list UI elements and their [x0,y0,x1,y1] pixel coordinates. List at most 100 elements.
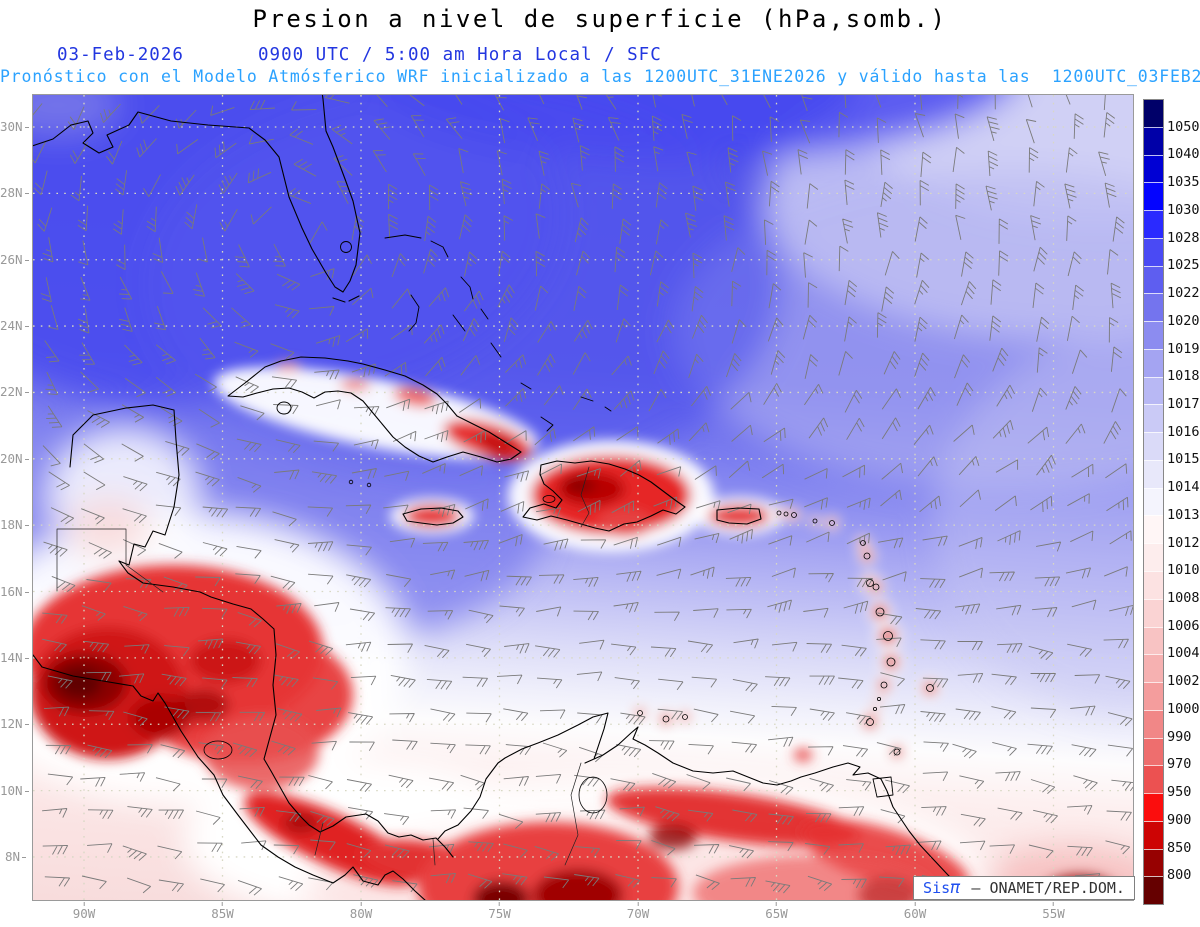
wind-barb [1031,387,1048,412]
wind-barb [353,406,380,417]
wind-barb [345,328,369,343]
wind-barb [237,476,262,493]
wind-barb [1065,567,1091,579]
wind-barb [1105,675,1131,690]
wind-barb [656,568,682,579]
wind-barb [920,151,932,178]
wind-barb [273,674,299,688]
wind-barb [384,813,410,826]
wind-barb [994,495,1017,511]
wind-barb [838,843,864,853]
wind-barb [81,875,107,890]
wind-barb [389,713,415,723]
wind-barb [654,611,680,622]
wind-barb [574,846,600,858]
wind-barb [770,350,786,375]
wind-barb [1032,607,1058,618]
wind-barb [430,742,456,754]
wind-barb [314,369,340,380]
wind-barb [459,398,482,413]
wind-barb [991,706,1017,720]
wind-barb [990,279,1002,305]
wind-barb [152,237,164,263]
colorbar-segment [1144,376,1163,405]
wind-barb [989,844,1015,854]
wind-barb [953,314,969,340]
wind-barb [763,219,774,245]
wind-barb [197,237,208,263]
wind-barb [542,742,568,758]
wind-barb [838,111,849,138]
wind-barb [77,205,89,232]
wind-barb [87,809,114,820]
wind-barb [847,577,873,588]
colorbar-label: 1004 [1167,645,1200,662]
wind-barb [48,471,70,491]
wind-barb [1033,246,1048,272]
wind-barb [731,319,747,344]
wind-barb [844,316,857,342]
wind-barb [576,95,588,110]
lat-label: 10N [0,783,26,798]
wind-barb [324,95,350,104]
wind-barb [690,566,715,579]
wind-barb [118,673,145,684]
lat-label: 30N [0,120,26,134]
wind-barb [119,276,133,300]
wind-barb [1107,712,1133,727]
lon-label: 75W [488,902,511,920]
wind-barb [914,316,928,342]
wind-barb [1108,317,1119,343]
wind-barb [876,117,887,143]
wind-barb [538,574,565,584]
wind-barb [842,464,866,478]
wind-barb [119,772,146,782]
wind-barb [723,215,735,241]
wind-barb [202,307,222,329]
lon-label: 65W [765,902,788,920]
wind-barb [392,739,418,751]
wind-barb [161,673,187,687]
colorbar-segment [1144,654,1163,683]
wind-barb [1072,284,1084,310]
wind-barb [957,672,984,683]
wind-barb [505,388,527,407]
wind-barb [923,741,949,752]
wind-barb [500,501,525,514]
coastline-jamaica [402,507,464,526]
pressure-map [32,94,1134,901]
wind-barb [115,170,128,196]
wind-barb [293,158,317,177]
wind-barb [1066,315,1080,341]
wind-barb [765,880,791,894]
wind-barb [428,287,450,307]
wind-barb [539,463,562,476]
wind-barb [1071,744,1097,758]
wind-barb [410,115,425,138]
wind-barb [156,471,181,487]
wind-barb [799,119,811,144]
wind-barb [1103,112,1116,138]
wind-barb [202,506,229,518]
wind-barb [1034,576,1061,587]
colorbar-segment [1144,626,1163,655]
wind-barb [236,438,262,453]
wind-barb [696,500,721,511]
wind-barb [160,744,186,759]
wind-barb [250,206,272,225]
colorbar-segment [1144,126,1163,155]
coastline-us-gulf-florida [33,95,361,293]
coastline-hispaniola [522,460,686,532]
wind-barb [235,641,261,655]
gonave-island [542,495,556,503]
wind-barb [956,382,974,406]
pi-logo-icon: π [950,878,961,898]
wind-barb [916,840,942,851]
wind-barb [503,708,529,722]
wind-barb [919,180,930,206]
wind-barb [733,638,759,649]
wind-barb [235,506,262,518]
wind-barb [616,284,629,310]
wind-barb [277,707,303,722]
wind-barb [83,640,110,653]
